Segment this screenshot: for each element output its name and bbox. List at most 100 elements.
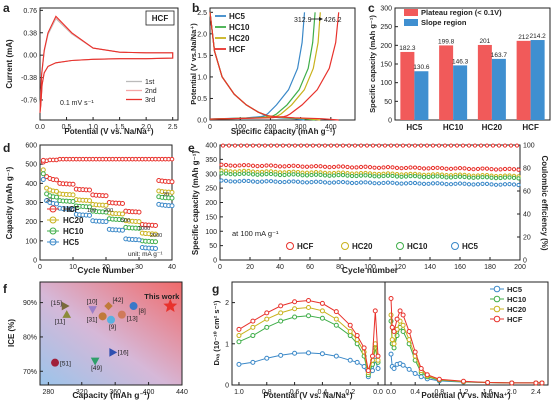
diffusion-point-HC5 — [347, 357, 353, 363]
rate-label: 50 — [68, 208, 74, 214]
diffusion-point-HCF — [292, 299, 298, 305]
diffusion-point-HCF — [418, 366, 424, 372]
arrow-head — [319, 17, 323, 21]
ce-point — [310, 143, 316, 148]
ce-point — [358, 143, 364, 148]
y-axis-label: Specific capacity (mAh g⁻¹) — [368, 15, 377, 113]
x-tick-label-right: 0.8 — [434, 389, 444, 396]
diffusion-point-HC5 — [391, 366, 397, 372]
legend-label-HC5: HC5 — [462, 242, 479, 251]
diffusion-point-HCF — [361, 345, 367, 351]
cycle-point-HC10 — [390, 173, 395, 179]
ce-point — [274, 143, 280, 148]
cycle-point-HC5 — [322, 180, 328, 185]
y-axis-label: Current (mA) — [5, 39, 14, 89]
cycle-point-HCF — [376, 165, 382, 170]
ce-point — [232, 143, 238, 148]
panel-letter-b: b — [192, 1, 199, 15]
x-tick-label: 60 — [306, 264, 314, 271]
ce-point — [238, 143, 244, 148]
y-tick-label: 80% — [23, 334, 37, 341]
diffusion-point-HCF — [306, 298, 311, 304]
cycle-point-HC10 — [457, 174, 463, 179]
cycle-point-HC10 — [399, 174, 404, 179]
cycle-point-HCF — [241, 162, 247, 168]
panel-letter-e: e — [188, 141, 195, 155]
cycle-point-HCF — [426, 166, 431, 171]
cycle-point-HC10 — [498, 175, 503, 181]
legend-label-HC5: HC5 — [63, 238, 80, 247]
ref-point-7 — [129, 302, 138, 311]
x-tick-label: 1.0 — [88, 124, 98, 131]
cycle-point-HC5 — [228, 179, 233, 184]
y-tick-label: 0.00 — [23, 53, 37, 60]
cycle-point-HC5 — [408, 180, 413, 186]
cycle-point-HC5 — [273, 179, 278, 184]
discharge-curve-HCF — [209, 12, 339, 121]
bar-HC5-0 — [400, 51, 415, 121]
y2-tick-label: 20 — [523, 235, 531, 242]
capacity-label-hcf: 426.2 — [324, 17, 342, 24]
ce-point — [244, 143, 250, 148]
cycle-point-HC10 — [493, 176, 499, 181]
cycle-point-HCF — [417, 165, 422, 171]
diffusion-point-HCF — [394, 316, 400, 322]
y2-tick-label: 60 — [523, 189, 531, 196]
cycle-point-HC10 — [340, 173, 346, 178]
cycle-point-HCF — [259, 163, 265, 169]
y-tick-label: 300 — [205, 171, 217, 178]
gcd-plot-frame — [209, 7, 356, 121]
bar-HC20-0 — [477, 44, 492, 120]
cycle-point-HC5 — [399, 181, 404, 186]
cycle-point-HCF — [295, 163, 301, 169]
cycle-point-HC10 — [241, 171, 247, 176]
ce-point — [454, 143, 460, 148]
panel-letter-g: g — [212, 282, 219, 296]
ce-point — [400, 143, 406, 148]
cycle-point-HC5 — [349, 180, 355, 186]
rate-point-HC20 — [120, 211, 125, 217]
legend-label-1: Slope region — [421, 18, 467, 27]
x-tick-label: 10 — [69, 264, 77, 271]
cycle-point-HC10 — [336, 173, 341, 178]
cycle-point-HCF — [322, 164, 328, 169]
cycle-point-HCF — [480, 166, 485, 171]
legend-label-HC20: HC20 — [229, 34, 250, 43]
ref-point-label: [16] — [118, 349, 129, 356]
cycle-point-HCF — [349, 165, 355, 170]
ce-point — [268, 143, 274, 148]
cycle-point-HCF — [453, 166, 458, 171]
panel-letter-a: a — [3, 1, 10, 15]
rate-point-HC5 — [120, 227, 125, 233]
cycle-point-HC10 — [475, 175, 481, 180]
y-tick-label: 1.0 — [197, 74, 207, 81]
x-axis-label: Potential (V vs. Na/Na⁺) — [64, 127, 153, 136]
diffusion-point-HC5 — [278, 352, 284, 358]
cycle-point-HCF — [273, 163, 278, 168]
cycle-point-HC5 — [421, 181, 427, 186]
y-axis-label: Potential (V vs.Na/Na⁺) — [189, 23, 198, 105]
bar-value-label: 214.2 — [529, 33, 546, 40]
bar-value-label: 130.6 — [413, 64, 430, 71]
cycle-point-HCF — [345, 164, 350, 170]
cycle-point-HCF — [363, 164, 368, 169]
diffusion-point-HCF — [397, 308, 403, 314]
diffusion-point-HCF — [485, 380, 491, 386]
x-tick-label-right: 0.0 — [386, 389, 396, 396]
diffusion-point-HC5 — [236, 361, 242, 367]
cycle-point-HC10 — [291, 172, 296, 177]
ref-point-label: [49] — [91, 365, 102, 372]
y2-tick-label: 40 — [523, 212, 531, 219]
ref-point-6 — [117, 310, 126, 319]
diffusion-point-HC20 — [319, 308, 325, 314]
cycle-point-HC5 — [412, 180, 418, 186]
cycle-point-HC10 — [466, 175, 472, 180]
diffusion-point-HCF — [406, 328, 412, 334]
ref-point-4 — [98, 312, 107, 321]
x-tick-label: 0.5 — [62, 124, 72, 131]
rate-point-HC5 — [54, 201, 59, 207]
ce-point — [280, 143, 286, 148]
ce-point — [256, 143, 262, 148]
ce-point — [304, 143, 310, 148]
